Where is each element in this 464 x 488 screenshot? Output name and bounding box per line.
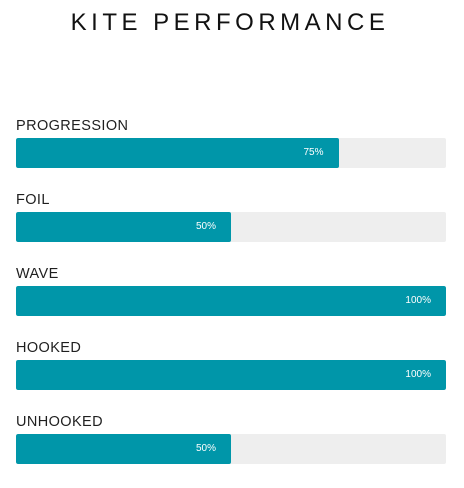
bar-value: 100% <box>405 369 431 380</box>
bar-value: 50% <box>195 221 216 232</box>
bar-row-hooked: HOOKED 100% <box>16 340 446 414</box>
bar-track: 75% <box>16 138 446 168</box>
bar-fill: 50% <box>16 212 231 242</box>
bar-track: 100% <box>16 360 446 390</box>
bar-row-wave: WAVE 100% <box>16 266 446 340</box>
bar-fill: 100% <box>16 360 446 390</box>
page-title: KITE PERFORMANCE <box>70 9 390 36</box>
bar-row-unhooked: UNHOOKED 50% <box>16 414 446 488</box>
bar-value: 50% <box>195 443 216 454</box>
bar-label: UNHOOKED <box>16 414 103 430</box>
bar-label: FOIL <box>16 192 50 208</box>
bar-fill: 50% <box>16 434 231 464</box>
performance-bars: PROGRESSION 75% FOIL 50% WAVE 100% HOOKE… <box>16 118 446 488</box>
bar-label: HOOKED <box>16 340 82 356</box>
bar-label: PROGRESSION <box>16 118 129 134</box>
bar-value: 75% <box>303 147 324 158</box>
bar-row-progression: PROGRESSION 75% <box>16 118 446 192</box>
bar-label: WAVE <box>16 266 59 282</box>
bar-value: 100% <box>405 295 431 306</box>
bar-fill: 100% <box>16 286 446 316</box>
bar-track: 100% <box>16 286 446 316</box>
bar-track: 50% <box>16 434 446 464</box>
bar-row-foil: FOIL 50% <box>16 192 446 266</box>
bar-fill: 75% <box>16 138 339 168</box>
bar-track: 50% <box>16 212 446 242</box>
